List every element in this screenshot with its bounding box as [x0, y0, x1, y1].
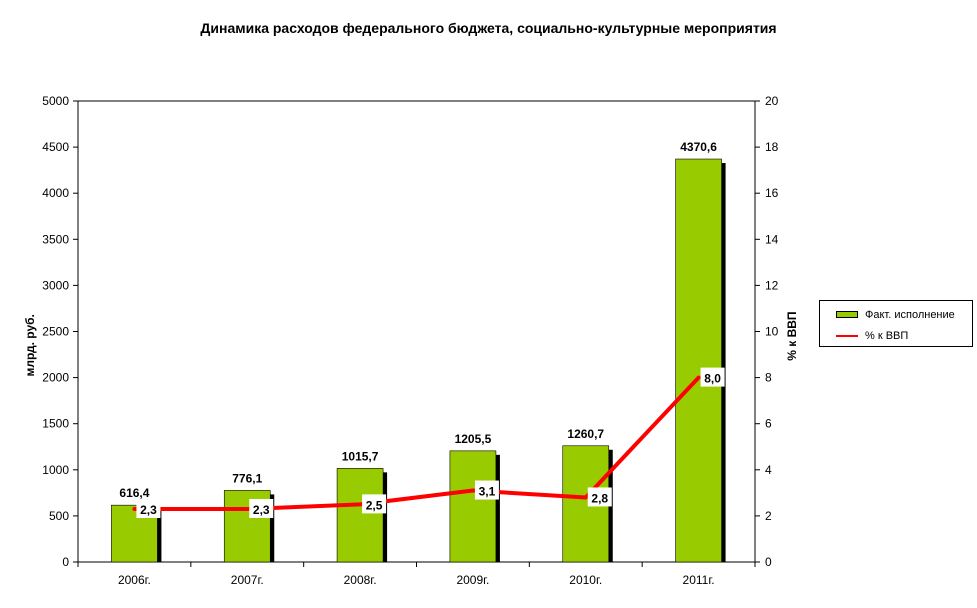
x-tick-label: 2010г.	[569, 573, 602, 587]
legend-label-line: % к ВВП	[865, 330, 909, 342]
bar-value-label: 1015,7	[342, 449, 379, 463]
line-label-bg	[362, 494, 387, 514]
line-value-label: 2,8	[591, 491, 608, 505]
line-label-bg	[587, 487, 612, 507]
line-value-label: 8,0	[704, 372, 721, 386]
line-value-label: 2,3	[253, 503, 270, 517]
y-tick-label: 1000	[42, 463, 69, 477]
y-tick-label: 2000	[42, 371, 69, 385]
line-label-bg	[136, 498, 161, 518]
y2-axis-title: % к ВВП	[785, 311, 799, 360]
y-tick-label: 0	[62, 555, 69, 569]
chart-title: Динамика расходов федерального бюджета, …	[200, 20, 777, 36]
y-tick-label: 5000	[42, 94, 69, 108]
legend-swatch-bar	[836, 311, 858, 318]
x-tick-label: 2007г.	[231, 573, 264, 587]
bar-value-label: 616,4	[119, 486, 149, 500]
y-tick-label: 2500	[42, 325, 69, 339]
legend-swatch-line	[836, 335, 858, 337]
y2-tick-label: 18	[765, 140, 779, 154]
legend-label-bar: Факт. исполнение	[865, 309, 955, 321]
bar-value-label: 776,1	[232, 471, 262, 485]
bar	[449, 450, 497, 563]
line-series	[132, 375, 701, 511]
x-tick-label: 2006г.	[118, 573, 151, 587]
y-tick-label: 500	[49, 509, 69, 523]
y2-tick-label: 12	[765, 278, 779, 292]
x-tick-label: 2011г.	[683, 573, 715, 587]
bar-value-label: 4370,6	[680, 140, 717, 154]
legend: Факт. исполнение % к ВВП	[819, 300, 973, 347]
y2-tick-label: 14	[765, 232, 779, 246]
y-tick-label: 4000	[42, 186, 69, 200]
y2-tick-label: 0	[765, 555, 772, 569]
y-axis-title: млрд. руб.	[23, 314, 37, 376]
y2-tick-label: 4	[765, 463, 772, 477]
x-tick-label: 2008г.	[344, 573, 377, 587]
line-label-bg	[249, 498, 274, 518]
bar-value-label: 1205,5	[455, 432, 492, 446]
plot-frame	[77, 100, 756, 563]
y2-tick-label: 2	[765, 509, 772, 523]
y2-tick-label: 10	[765, 325, 779, 339]
y-tick-label: 4500	[42, 140, 69, 154]
bar-value-label: 1260,7	[567, 427, 604, 441]
y-tick-label: 3000	[42, 278, 69, 292]
line-value-label: 3,1	[479, 485, 496, 499]
bar	[675, 158, 722, 563]
y2-tick-label: 20	[765, 94, 779, 108]
bar	[336, 468, 384, 563]
line-label-bg	[700, 367, 725, 387]
line-label-bg	[474, 480, 499, 500]
y2-tick-label: 6	[765, 417, 772, 431]
y2-tick-label: 16	[765, 186, 779, 200]
line-value-label: 2,5	[366, 498, 383, 512]
x-tick-label: 2009г.	[456, 573, 489, 587]
y-tick-label: 3500	[42, 232, 69, 246]
y2-tick-label: 8	[765, 371, 772, 385]
line-value-label: 2,3	[140, 503, 157, 517]
y-tick-label: 1500	[42, 417, 69, 431]
